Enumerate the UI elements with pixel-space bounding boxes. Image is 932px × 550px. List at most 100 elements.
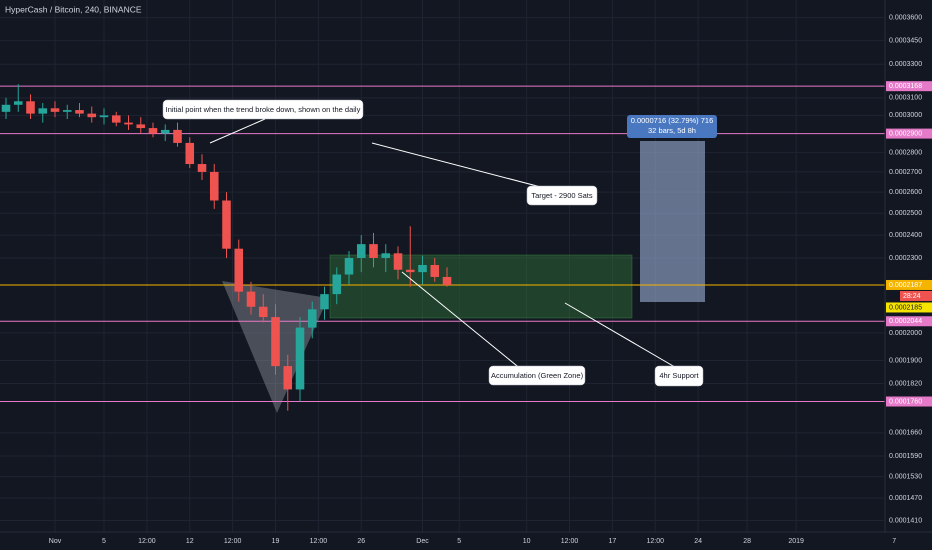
x-tick-label: 7 (892, 538, 896, 545)
candle-body (405, 269, 415, 273)
y-tick-label: 0.0002000 (889, 330, 922, 337)
level-label-box (886, 81, 932, 92)
y-tick-label: 0.0002700 (889, 169, 922, 176)
candle-body (369, 244, 378, 258)
y-tick-label: 0.0002600 (889, 189, 922, 196)
level-label-box (886, 279, 932, 290)
chart-title: HyperCash / Bitcoin, 240, BINANCE (5, 4, 142, 14)
measure-box (640, 141, 705, 302)
level-label: 0.0002044 (889, 318, 922, 325)
candle-body (222, 200, 231, 249)
y-tick-label: 0.0001820 (889, 380, 922, 387)
candle-body (209, 171, 219, 201)
candle-body (197, 164, 207, 172)
y-tick-label: 0.0002300 (889, 255, 922, 262)
level-label-box (886, 396, 932, 407)
y-tick-label: 0.0002500 (889, 210, 922, 217)
x-tick-label: 10 (523, 538, 531, 545)
level-label: 0.0002187 (889, 282, 922, 289)
measure-label: 32 bars, 5d 8h (648, 126, 696, 135)
candle-body (356, 244, 366, 258)
countdown: 28:24 (903, 293, 921, 300)
candle-body (185, 142, 195, 165)
x-tick-label: 12:00 (138, 538, 156, 545)
candle-body (99, 115, 109, 118)
candle-body (124, 122, 133, 125)
y-tick-label: 0.0002400 (889, 232, 922, 239)
candle-body (271, 317, 280, 367)
x-tick-label: 5 (102, 538, 106, 545)
candle-body (1, 104, 11, 112)
x-tick-label: Dec (416, 538, 429, 545)
callout-pointer (371, 142, 561, 193)
x-tick-label: Nov (49, 538, 62, 545)
y-tick-label: 0.0003100 (889, 95, 922, 102)
level-label: 0.0003168 (889, 83, 922, 90)
callout-box (488, 365, 586, 386)
y-tick-label: 0.0001530 (889, 473, 922, 480)
grid (0, 0, 885, 532)
x-tick-label: 12:00 (224, 538, 242, 545)
y-tick-label: 0.0002800 (889, 149, 922, 156)
y-tick-label: 0.0001900 (889, 357, 922, 364)
level-label-box (886, 316, 932, 327)
candle-body (295, 327, 305, 390)
candle-body (246, 291, 256, 307)
x-tick-label: 17 (608, 538, 616, 545)
y-tick-label: 0.0003450 (889, 37, 922, 44)
candle-body (332, 274, 342, 295)
x-tick-label: 28 (743, 538, 751, 545)
levels (0, 85, 885, 403)
y-tick-label: 0.0003600 (889, 14, 922, 21)
candle-body (50, 108, 60, 112)
second-price-label: 0.0002185 (889, 304, 922, 311)
callout-text: 4hr Support (659, 371, 699, 380)
candle-body (234, 248, 244, 292)
x-tick-label: 12:00 (646, 538, 664, 545)
y-tick-label: 0.0003300 (889, 61, 922, 68)
candle-body (320, 294, 329, 310)
candle-body (283, 366, 293, 390)
y-tick-label: 0.0003000 (889, 112, 922, 119)
y-tick-label: 0.0001590 (889, 453, 922, 460)
callout-text: Target - 2900 Sats (531, 191, 593, 200)
candle-body (418, 264, 427, 273)
y-tick-label: 0.0001660 (889, 430, 922, 437)
x-tick-label: 2019 (788, 538, 804, 545)
candle-body (87, 113, 97, 118)
candle-body (381, 253, 391, 258)
candle-body (258, 306, 268, 318)
callout-text: Initial point when the trend broke down,… (166, 105, 361, 114)
candle-body (62, 110, 72, 112)
candle-body (148, 128, 158, 134)
candle-body (111, 115, 121, 123)
candle-body (136, 124, 146, 129)
level-label: 0.0001760 (889, 398, 922, 405)
candle-body (393, 253, 403, 270)
x-tick-label: 24 (694, 538, 702, 545)
x-tick-label: 12 (186, 538, 194, 545)
level-label-box (886, 128, 932, 139)
measure-label-box (627, 115, 717, 138)
green-zone (329, 254, 633, 319)
candle-body (442, 276, 452, 285)
measure-label: 0.0000716 (32.79%) 716 (631, 116, 714, 125)
x-tick-label: 12:00 (310, 538, 328, 545)
countdown-box (900, 290, 932, 301)
callout-pointer (401, 271, 523, 371)
y-tick-label: 0.0001410 (889, 517, 922, 524)
candle-body (160, 129, 170, 134)
callout-text: Accumulation (Green Zone) (491, 371, 584, 380)
callout-box (526, 185, 598, 206)
candle-body (26, 101, 35, 114)
second-price-box (886, 302, 932, 313)
candle-body (75, 110, 84, 114)
candle-body (173, 129, 182, 143)
callout-box (162, 99, 364, 120)
candle-body (13, 101, 23, 105)
x-tick-label: 26 (357, 538, 365, 545)
callout-pointer (209, 118, 266, 144)
